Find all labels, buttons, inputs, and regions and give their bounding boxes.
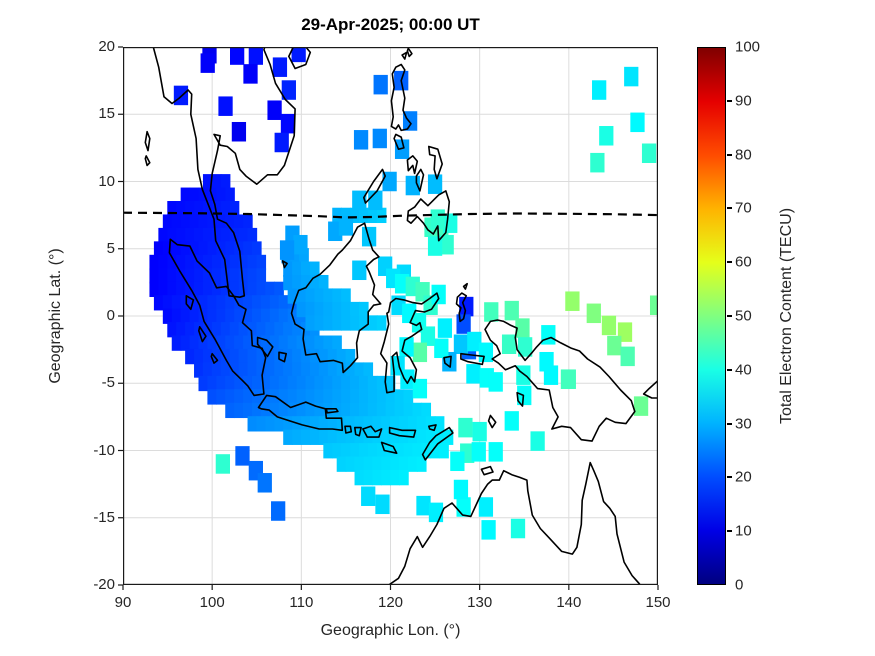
tec-cells	[149, 47, 658, 540]
y-tick-label: 0	[106, 307, 115, 325]
x-tick-label: 120	[377, 594, 404, 611]
x-tick-label: 110	[289, 594, 314, 611]
axis-ticks	[118, 46, 659, 590]
y-tick-label: -20	[93, 576, 115, 594]
y-tick-label: 15	[98, 105, 115, 123]
magnetic-equator-line	[123, 211, 658, 219]
colorbar-tick	[727, 261, 732, 264]
colorbar-tick-label: 40	[735, 361, 752, 379]
colorbar-tick-label: 30	[735, 415, 752, 433]
plot-title: 29-Apr-2025; 00:00 UT	[301, 15, 480, 34]
colorbar-tick-label: 100	[735, 38, 761, 56]
colorbar-tick	[727, 207, 732, 210]
colorbar-tick	[727, 315, 732, 317]
x-tick-label: 100	[199, 594, 225, 611]
colorbar-tick	[727, 476, 732, 479]
y-tick-label: 10	[98, 172, 115, 190]
colorbar-tick	[727, 422, 732, 425]
colorbar-tick	[727, 368, 732, 371]
colorbar-tick-label: 70	[735, 199, 752, 217]
x-tick-label: 150	[645, 594, 671, 611]
colorbar	[697, 47, 726, 585]
colorbar-tick-label: 60	[735, 253, 752, 271]
colorbar-label: Total Electron Content (TECU)	[778, 207, 795, 425]
colorbar-tick	[727, 153, 732, 156]
y-tick-label: -10	[93, 441, 115, 459]
x-axis-label: Geographic Lon. (°)	[320, 622, 461, 639]
y-tick-label: 5	[106, 239, 115, 257]
colorbar-tick-label: 80	[735, 146, 752, 164]
colorbar-tick-label: 0	[735, 576, 744, 594]
y-axis-label: Geographic Lat. (°)	[47, 248, 64, 384]
map-content	[123, 47, 658, 585]
y-tick-label: 20	[98, 38, 115, 56]
colorbar-tick	[727, 530, 732, 533]
map-plot-axes	[118, 46, 659, 590]
y-tick-label: -5	[101, 374, 115, 392]
colorbar-tick	[727, 99, 732, 102]
x-tick-label: 130	[467, 594, 493, 611]
x-tick-label: 90	[114, 594, 132, 611]
axes-box	[123, 47, 658, 585]
coastlines	[144, 47, 658, 585]
colorbar-tick-label: 20	[735, 468, 752, 486]
y-tick-label: -15	[93, 508, 115, 526]
x-tick-label: 140	[556, 594, 582, 611]
colorbar-tick-label: 50	[735, 307, 752, 325]
colorbar-tick-label: 90	[735, 92, 752, 110]
colorbar-tick-label: 10	[735, 522, 752, 540]
